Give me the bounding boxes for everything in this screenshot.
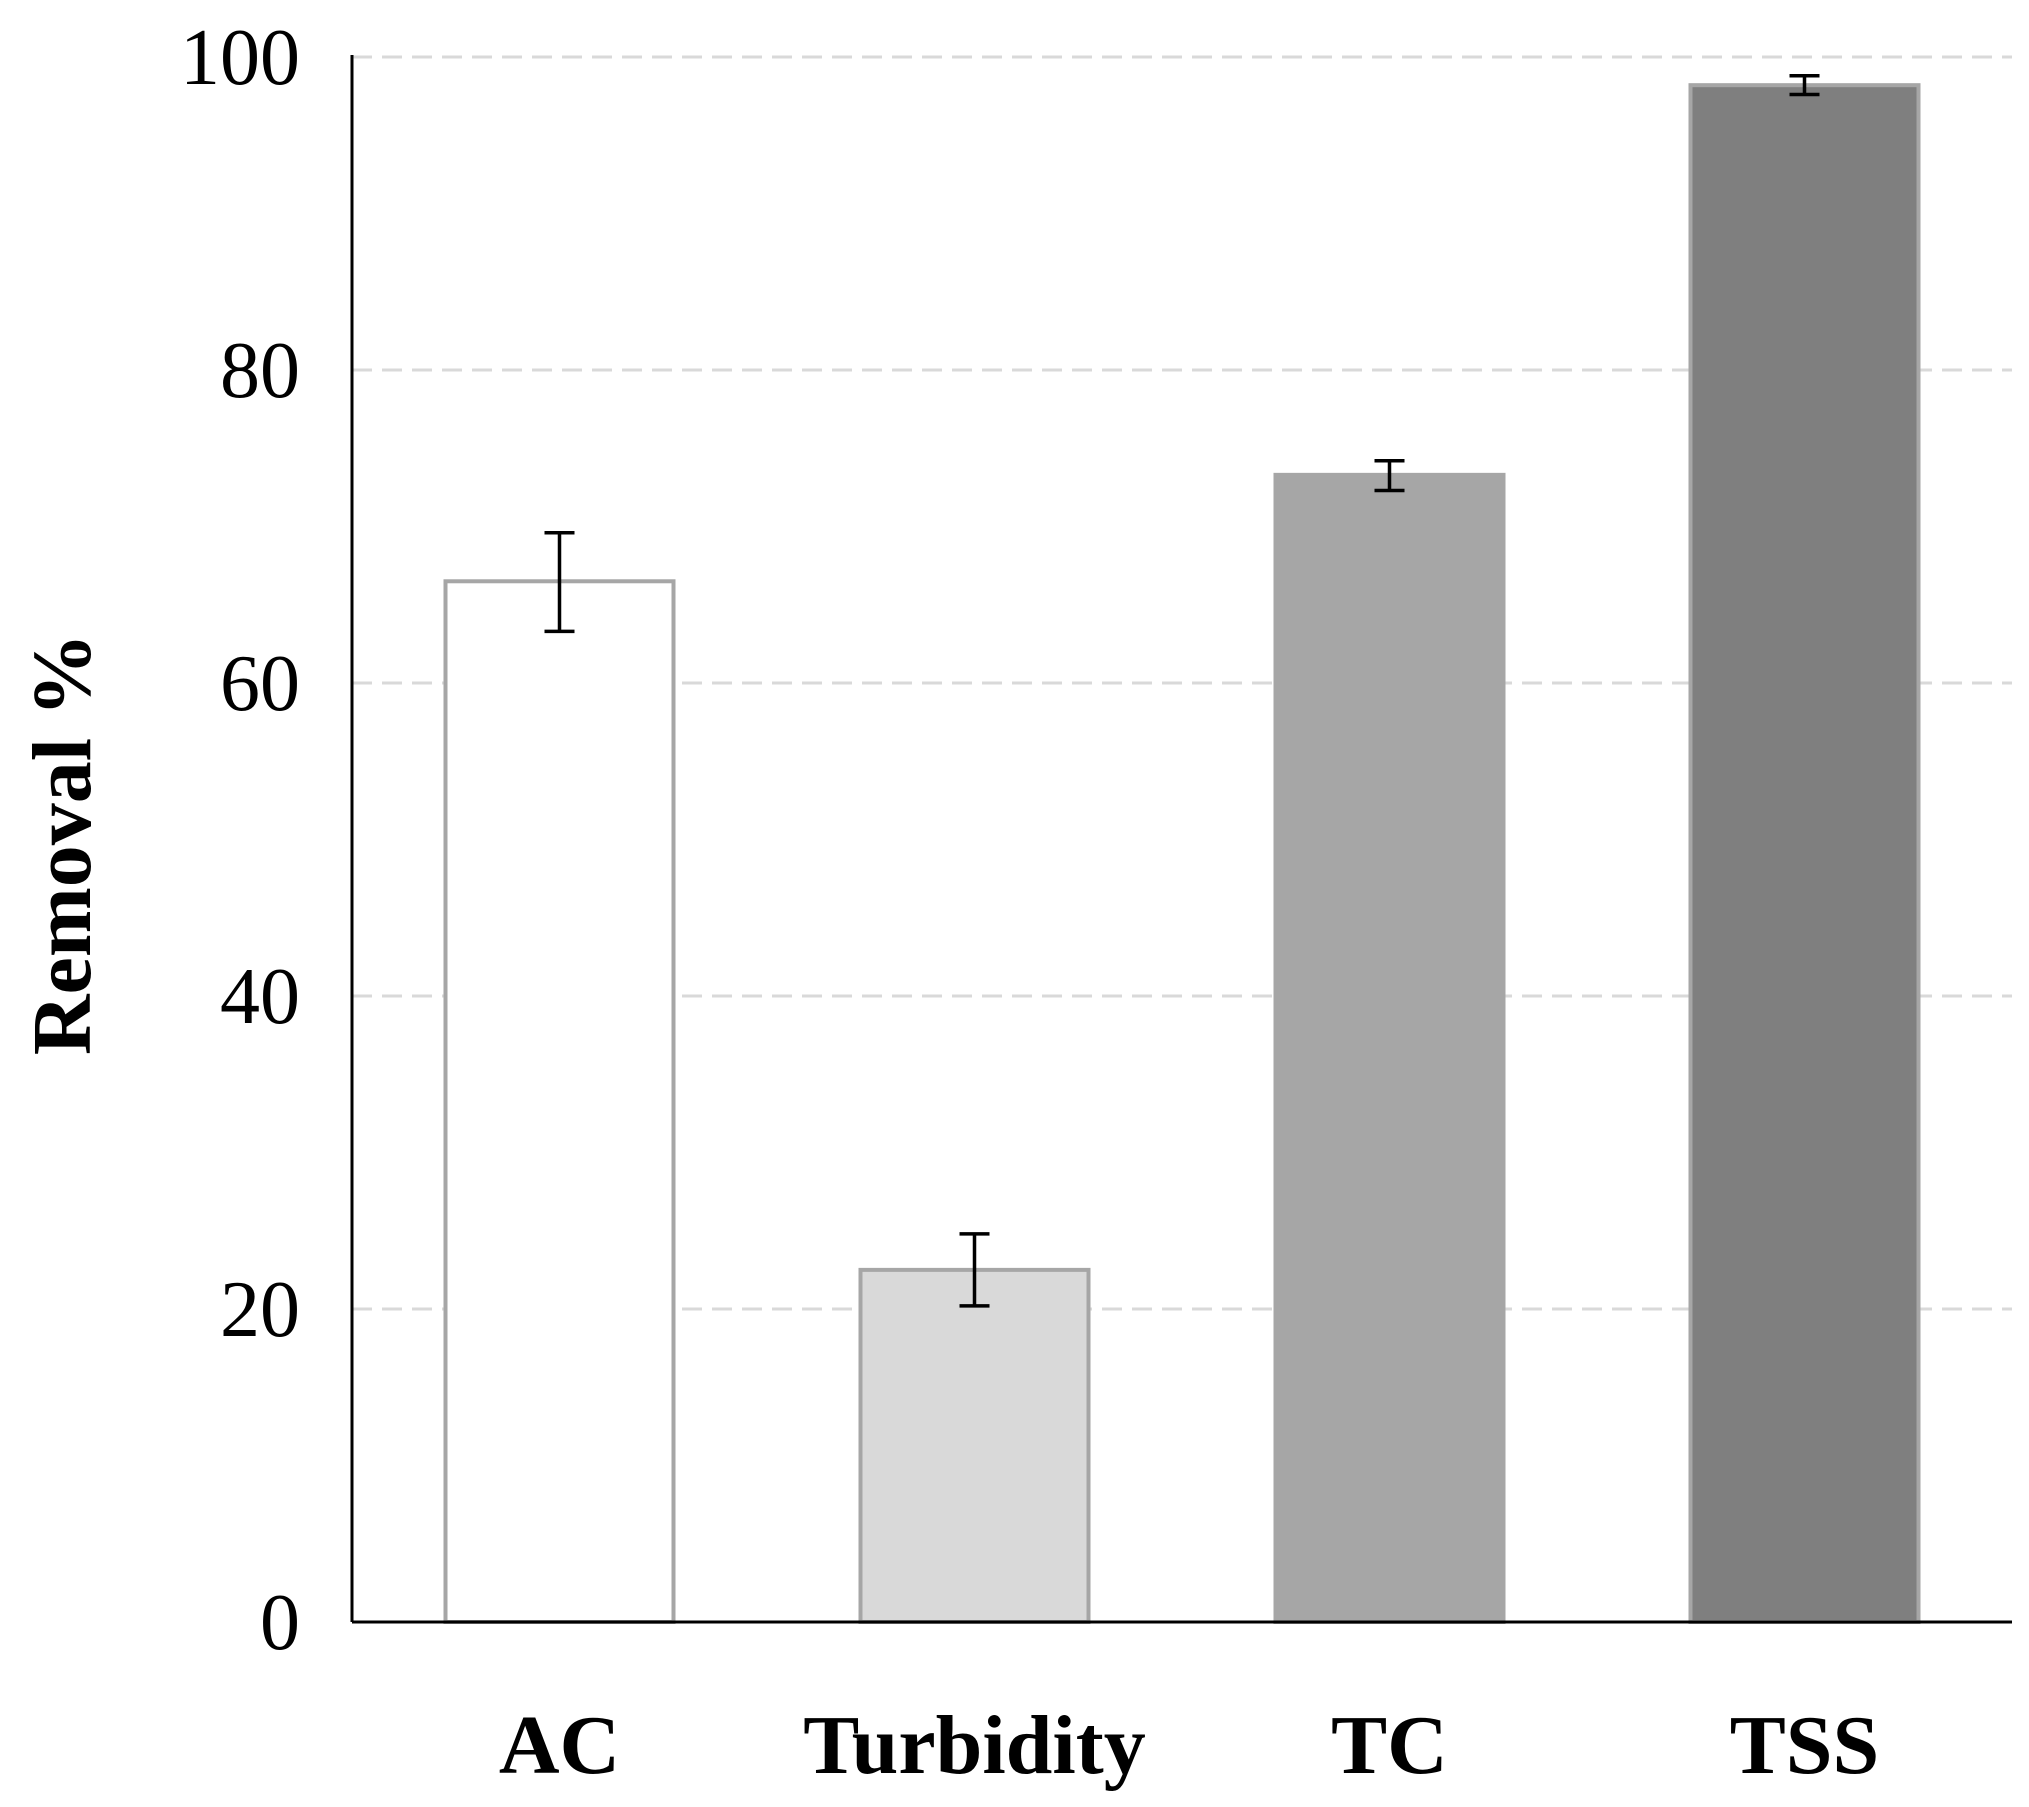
x-category-label-tc: TC bbox=[1331, 1699, 1448, 1792]
y-tick-label-0: 0 bbox=[260, 1579, 300, 1667]
y-tick-label-40: 40 bbox=[220, 953, 300, 1041]
error-bars bbox=[544, 74, 1820, 1308]
bar-tc bbox=[1273, 472, 1506, 1625]
error-bar-tc bbox=[1374, 459, 1405, 493]
x-category-label-turbidity: Turbidity bbox=[803, 1699, 1145, 1792]
error-bar-turbidity bbox=[959, 1232, 990, 1308]
bars bbox=[443, 83, 1921, 1625]
y-tick-label-60: 60 bbox=[220, 640, 300, 728]
y-tick-label-100: 100 bbox=[180, 14, 300, 102]
y-tick-label-20: 20 bbox=[220, 1266, 300, 1354]
bar-turbidity bbox=[858, 1267, 1091, 1624]
axes bbox=[350, 55, 2012, 1624]
y-tick-labels: 0 20 40 60 80 100 bbox=[180, 14, 300, 1667]
y-axis-title: Removal % bbox=[16, 633, 109, 1055]
error-bar-ac bbox=[544, 531, 575, 634]
bar-tss bbox=[1688, 83, 1921, 1624]
x-category-label-tss: TSS bbox=[1730, 1699, 1879, 1792]
y-tick-label-80: 80 bbox=[220, 327, 300, 415]
x-category-labels: AC Turbidity TC TSS bbox=[499, 1699, 1879, 1792]
bar-ac bbox=[443, 579, 676, 1624]
error-bar-tss bbox=[1789, 74, 1820, 97]
x-category-label-ac: AC bbox=[499, 1699, 620, 1792]
